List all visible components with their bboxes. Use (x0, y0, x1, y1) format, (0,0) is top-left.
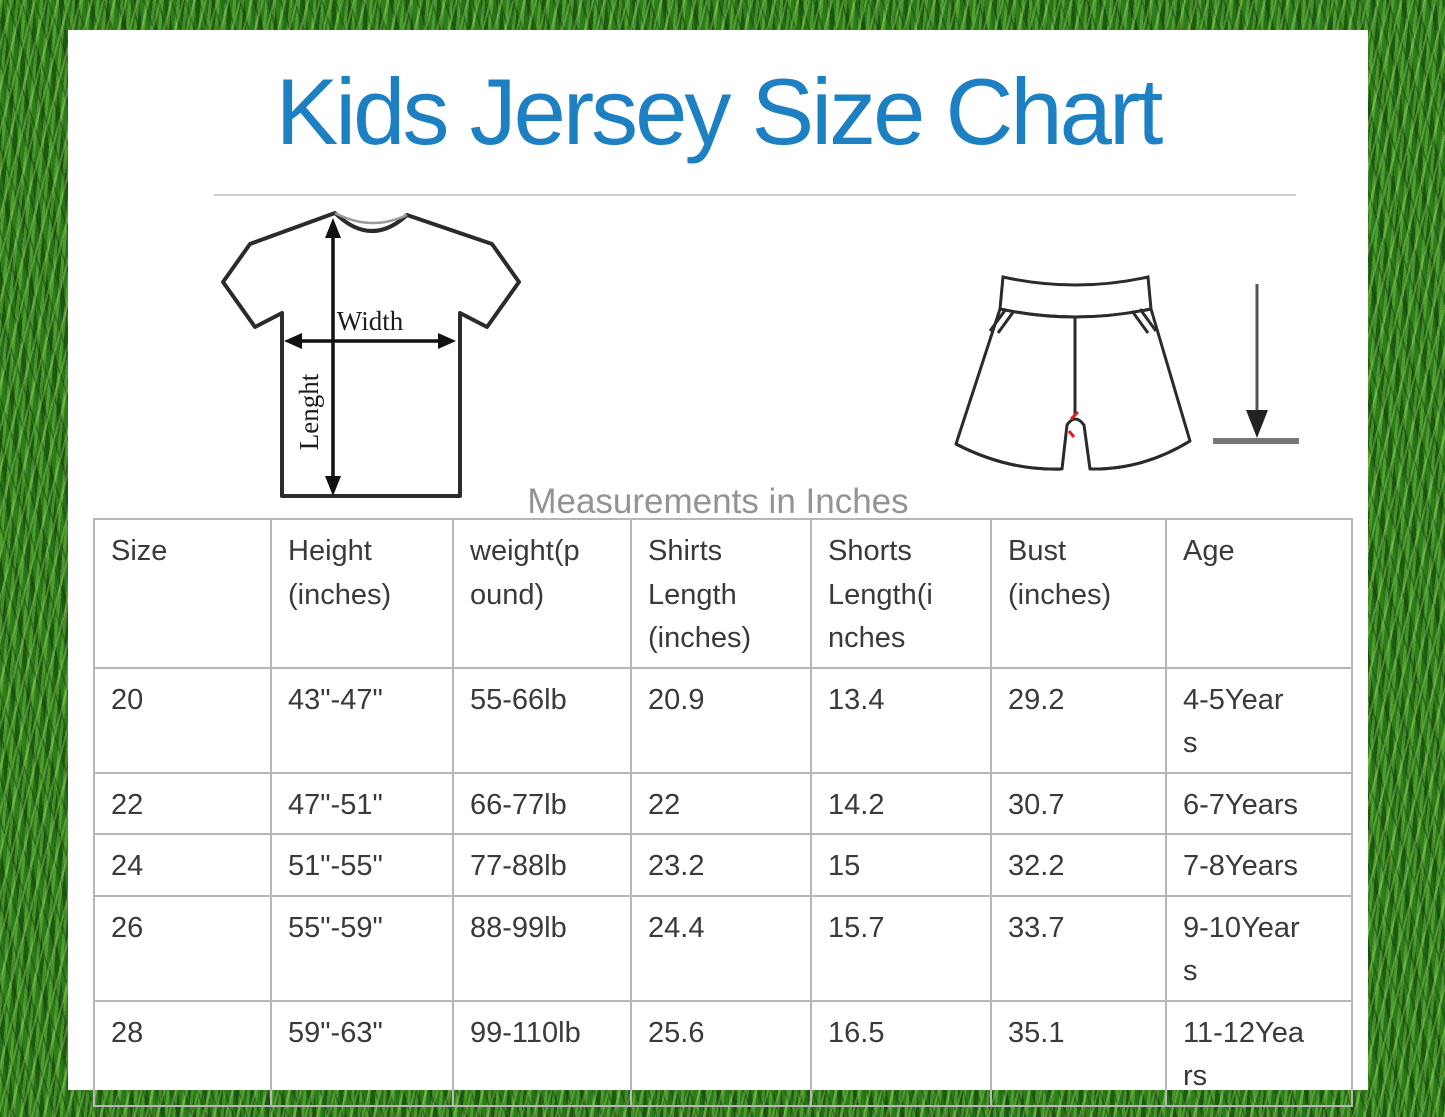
table-cell: 16.5 (810, 999, 992, 1107)
table-cell: 13.4 (810, 666, 992, 774)
table-cell: 29.2 (990, 666, 1167, 774)
table-cell: 35.1 (990, 999, 1167, 1107)
title-divider (214, 194, 1296, 196)
table-cell: 25.6 (630, 999, 812, 1107)
table-cell: 20 (93, 666, 272, 774)
table-cell: 30.7 (990, 771, 1167, 835)
table-cell: 26 (93, 894, 272, 1002)
table-cell: 55"-59" (270, 894, 454, 1002)
table-cell: 43"-47" (270, 666, 454, 774)
table-cell: 15.7 (810, 894, 992, 1002)
column-header: Shirts Length (inches) (630, 518, 812, 669)
width-label: Width (337, 306, 404, 336)
column-header: Age (1165, 518, 1353, 669)
table-cell: 22 (93, 771, 272, 835)
tshirt-diagram-icon: Width Lenght (221, 211, 521, 498)
table-cell: 7-8Years (1165, 833, 1353, 897)
table-cell: 20.9 (630, 666, 812, 774)
table-cell: 77-88lb (452, 833, 632, 897)
table-row: 24 51"-55" 77-88lb 23.2 15 32.2 7-8Years (93, 833, 1353, 897)
table-cell: 66-77lb (452, 771, 632, 835)
column-header: weight(p ound) (452, 518, 632, 669)
table-cell: 32.2 (990, 833, 1167, 897)
page-title: Kids Jersey Size Chart (275, 59, 1164, 164)
column-header: Height (inches) (270, 518, 454, 669)
table-row: 20 43"-47" 55-66lb 20.9 13.4 29.2 4-5Year s (93, 666, 1353, 774)
table-cell: 99-110lb (452, 999, 632, 1107)
table-cell: 24.4 (630, 894, 812, 1002)
shorts-length-arrow-icon (1213, 284, 1299, 444)
table-cell: 88-99lb (452, 894, 632, 1002)
table-cell: 4-5Year s (1165, 666, 1353, 774)
table-cell: 59"-63" (270, 999, 454, 1107)
length-label: Lenght (294, 373, 324, 450)
column-header: Bust (inches) (990, 518, 1167, 669)
table-cell: 6-7Years (1165, 771, 1353, 835)
table-cell: 22 (630, 771, 812, 835)
table-cell: 15 (810, 833, 992, 897)
table-cell: 33.7 (990, 894, 1167, 1002)
shorts-diagram-icon (954, 275, 1192, 471)
table-cell: 47"-51" (270, 771, 454, 835)
table-row: 22 47"-51" 66-77lb 22 14.2 30.7 6-7Years (93, 771, 1353, 835)
table-cell: 14.2 (810, 771, 992, 835)
table-cell: 23.2 (630, 833, 812, 897)
table-body: 20 43"-47" 55-66lb 20.9 13.4 29.2 4-5Year s 22 4… (93, 666, 1353, 1107)
table-row: 26 55"-59" 88-99lb 24.4 15.7 33.7 9-10Year s (93, 894, 1353, 1002)
table-cell: 51"-55" (270, 833, 454, 897)
table-cell: 11-12Yea rs (1165, 999, 1353, 1107)
table-cell: 24 (93, 833, 272, 897)
table-row: 28 59"-63" 99-110lb 25.6 16.5 35.1 11-12Yea rs (93, 999, 1353, 1107)
column-header: Size (93, 518, 272, 669)
table-header-row: Size Height (inches) weight(p ound) Shirts … (93, 518, 1353, 669)
size-chart-card: Kids Jersey Size Chart Width Lenght (68, 30, 1368, 1107)
table-cell: 28 (93, 999, 272, 1107)
table-cell: 55-66lb (452, 666, 632, 774)
table-cell: 9-10Year s (1165, 894, 1353, 1002)
column-header: Shorts Length(i nches (810, 518, 992, 669)
size-table: Size Height (inches) weight(p ound) Shirts … (93, 518, 1353, 1107)
measurements-note: Measurements in Inches (527, 482, 909, 521)
